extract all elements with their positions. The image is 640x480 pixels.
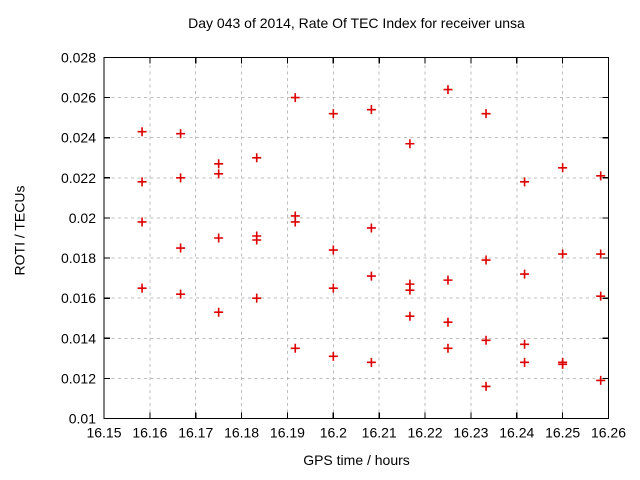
y-tick-label: 0.016 <box>61 290 96 306</box>
plot-border <box>103 56 610 420</box>
data-point-marker <box>481 381 491 391</box>
data-point-marker <box>176 289 186 299</box>
data-point-marker <box>596 375 606 385</box>
y-tick-label: 0.018 <box>61 250 96 266</box>
y-tick-label: 0.026 <box>61 90 96 106</box>
data-point-marker <box>520 177 530 187</box>
data-point-marker <box>366 357 376 367</box>
data-point-marker <box>290 217 300 227</box>
data-point-marker <box>176 243 186 253</box>
data-point-marker <box>137 283 147 293</box>
data-point-marker <box>252 153 262 163</box>
y-tick-label: 0.012 <box>61 370 96 386</box>
data-point-marker <box>405 285 415 295</box>
data-point-marker <box>214 233 224 243</box>
data-point-marker <box>481 335 491 345</box>
data-point-marker <box>443 275 453 285</box>
x-tick-label: 16.17 <box>178 425 213 441</box>
data-point-marker <box>137 217 147 227</box>
y-tick-label: 0.022 <box>61 170 96 186</box>
data-point-marker <box>366 271 376 281</box>
data-point-marker <box>558 249 568 259</box>
x-axis-label: GPS time / hours <box>303 452 410 468</box>
data-point-marker <box>481 255 491 265</box>
data-point-marker <box>596 171 606 181</box>
x-tick-label: 16.22 <box>408 425 443 441</box>
data-point-marker <box>214 159 224 169</box>
data-point-marker <box>137 127 147 137</box>
data-point-marker <box>366 223 376 233</box>
x-tick-label: 16.2 <box>320 425 347 441</box>
x-tick-label: 16.15 <box>86 425 121 441</box>
y-tick-label: 0.01 <box>69 411 96 427</box>
data-point-marker <box>558 359 568 369</box>
x-tick-label: 16.23 <box>453 425 488 441</box>
data-point-marker <box>520 269 530 279</box>
data-point-marker <box>481 109 491 119</box>
x-tick-label: 16.21 <box>362 425 397 441</box>
y-tick-label: 0.028 <box>61 50 96 66</box>
data-point-marker <box>290 343 300 353</box>
data-point-marker <box>290 93 300 103</box>
data-point-marker <box>252 293 262 303</box>
data-point-marker <box>443 343 453 353</box>
x-tick-label: 16.18 <box>224 425 259 441</box>
data-point-marker <box>328 245 338 255</box>
data-point-marker <box>405 139 415 149</box>
x-tick-label: 16.16 <box>132 425 167 441</box>
data-point-marker <box>328 351 338 361</box>
data-point-marker <box>252 235 262 245</box>
data-point-marker <box>596 249 606 259</box>
x-tick-label: 16.25 <box>545 425 580 441</box>
x-tick-label: 16.19 <box>270 425 305 441</box>
data-point-marker <box>366 105 376 115</box>
data-point-marker <box>328 283 338 293</box>
data-point-marker <box>443 85 453 95</box>
data-point-marker <box>214 307 224 317</box>
x-tick-label: 16.24 <box>499 425 534 441</box>
y-tick-label: 0.02 <box>69 210 96 226</box>
data-point-marker <box>520 339 530 349</box>
chart-title: Day 043 of 2014, Rate Of TEC Index for r… <box>188 15 525 31</box>
data-point-marker <box>214 169 224 179</box>
data-point-marker <box>328 109 338 119</box>
data-point-marker <box>558 163 568 173</box>
x-tick-label: 16.26 <box>591 425 626 441</box>
data-point-marker <box>176 173 186 183</box>
data-point-marker <box>443 317 453 327</box>
data-point-marker <box>176 129 186 139</box>
data-point-marker <box>520 357 530 367</box>
data-point-marker <box>596 291 606 301</box>
y-tick-label: 0.024 <box>61 130 96 146</box>
data-point-marker <box>405 311 415 321</box>
data-point-marker <box>137 177 147 187</box>
y-tick-label: 0.014 <box>61 330 96 346</box>
